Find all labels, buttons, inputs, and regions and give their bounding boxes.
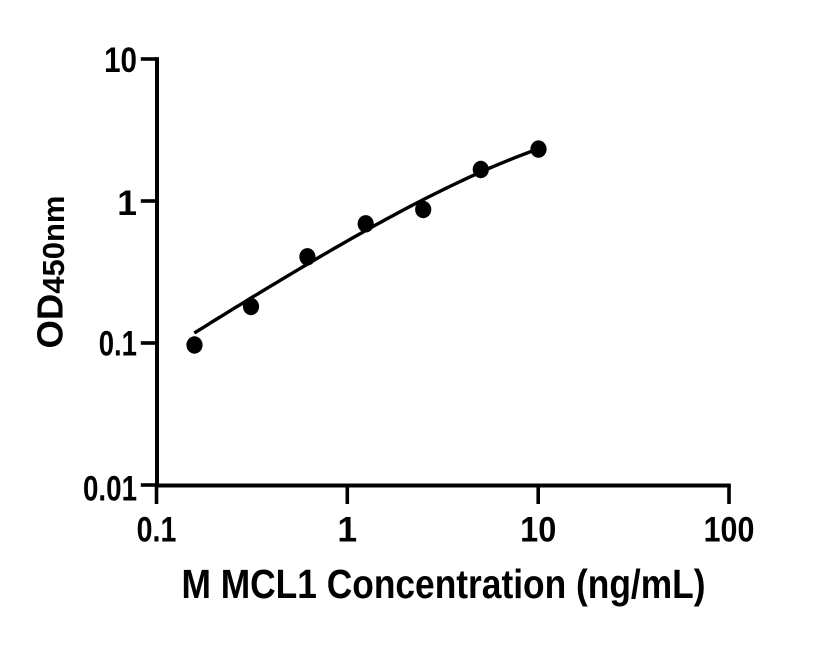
svg-text:10: 10 (104, 40, 137, 80)
svg-text:0.01: 0.01 (83, 468, 137, 508)
svg-text:10: 10 (520, 510, 556, 550)
svg-text:0.1: 0.1 (137, 510, 177, 550)
svg-text:M MCL1 Concentration (ng/mL): M MCL1 Concentration (ng/mL) (182, 561, 706, 607)
svg-text:OD450nm: OD450nm (29, 196, 71, 349)
svg-text:0.1: 0.1 (99, 323, 137, 363)
svg-text:1: 1 (117, 183, 137, 223)
svg-text:100: 100 (704, 510, 755, 550)
svg-text:1: 1 (337, 510, 357, 550)
